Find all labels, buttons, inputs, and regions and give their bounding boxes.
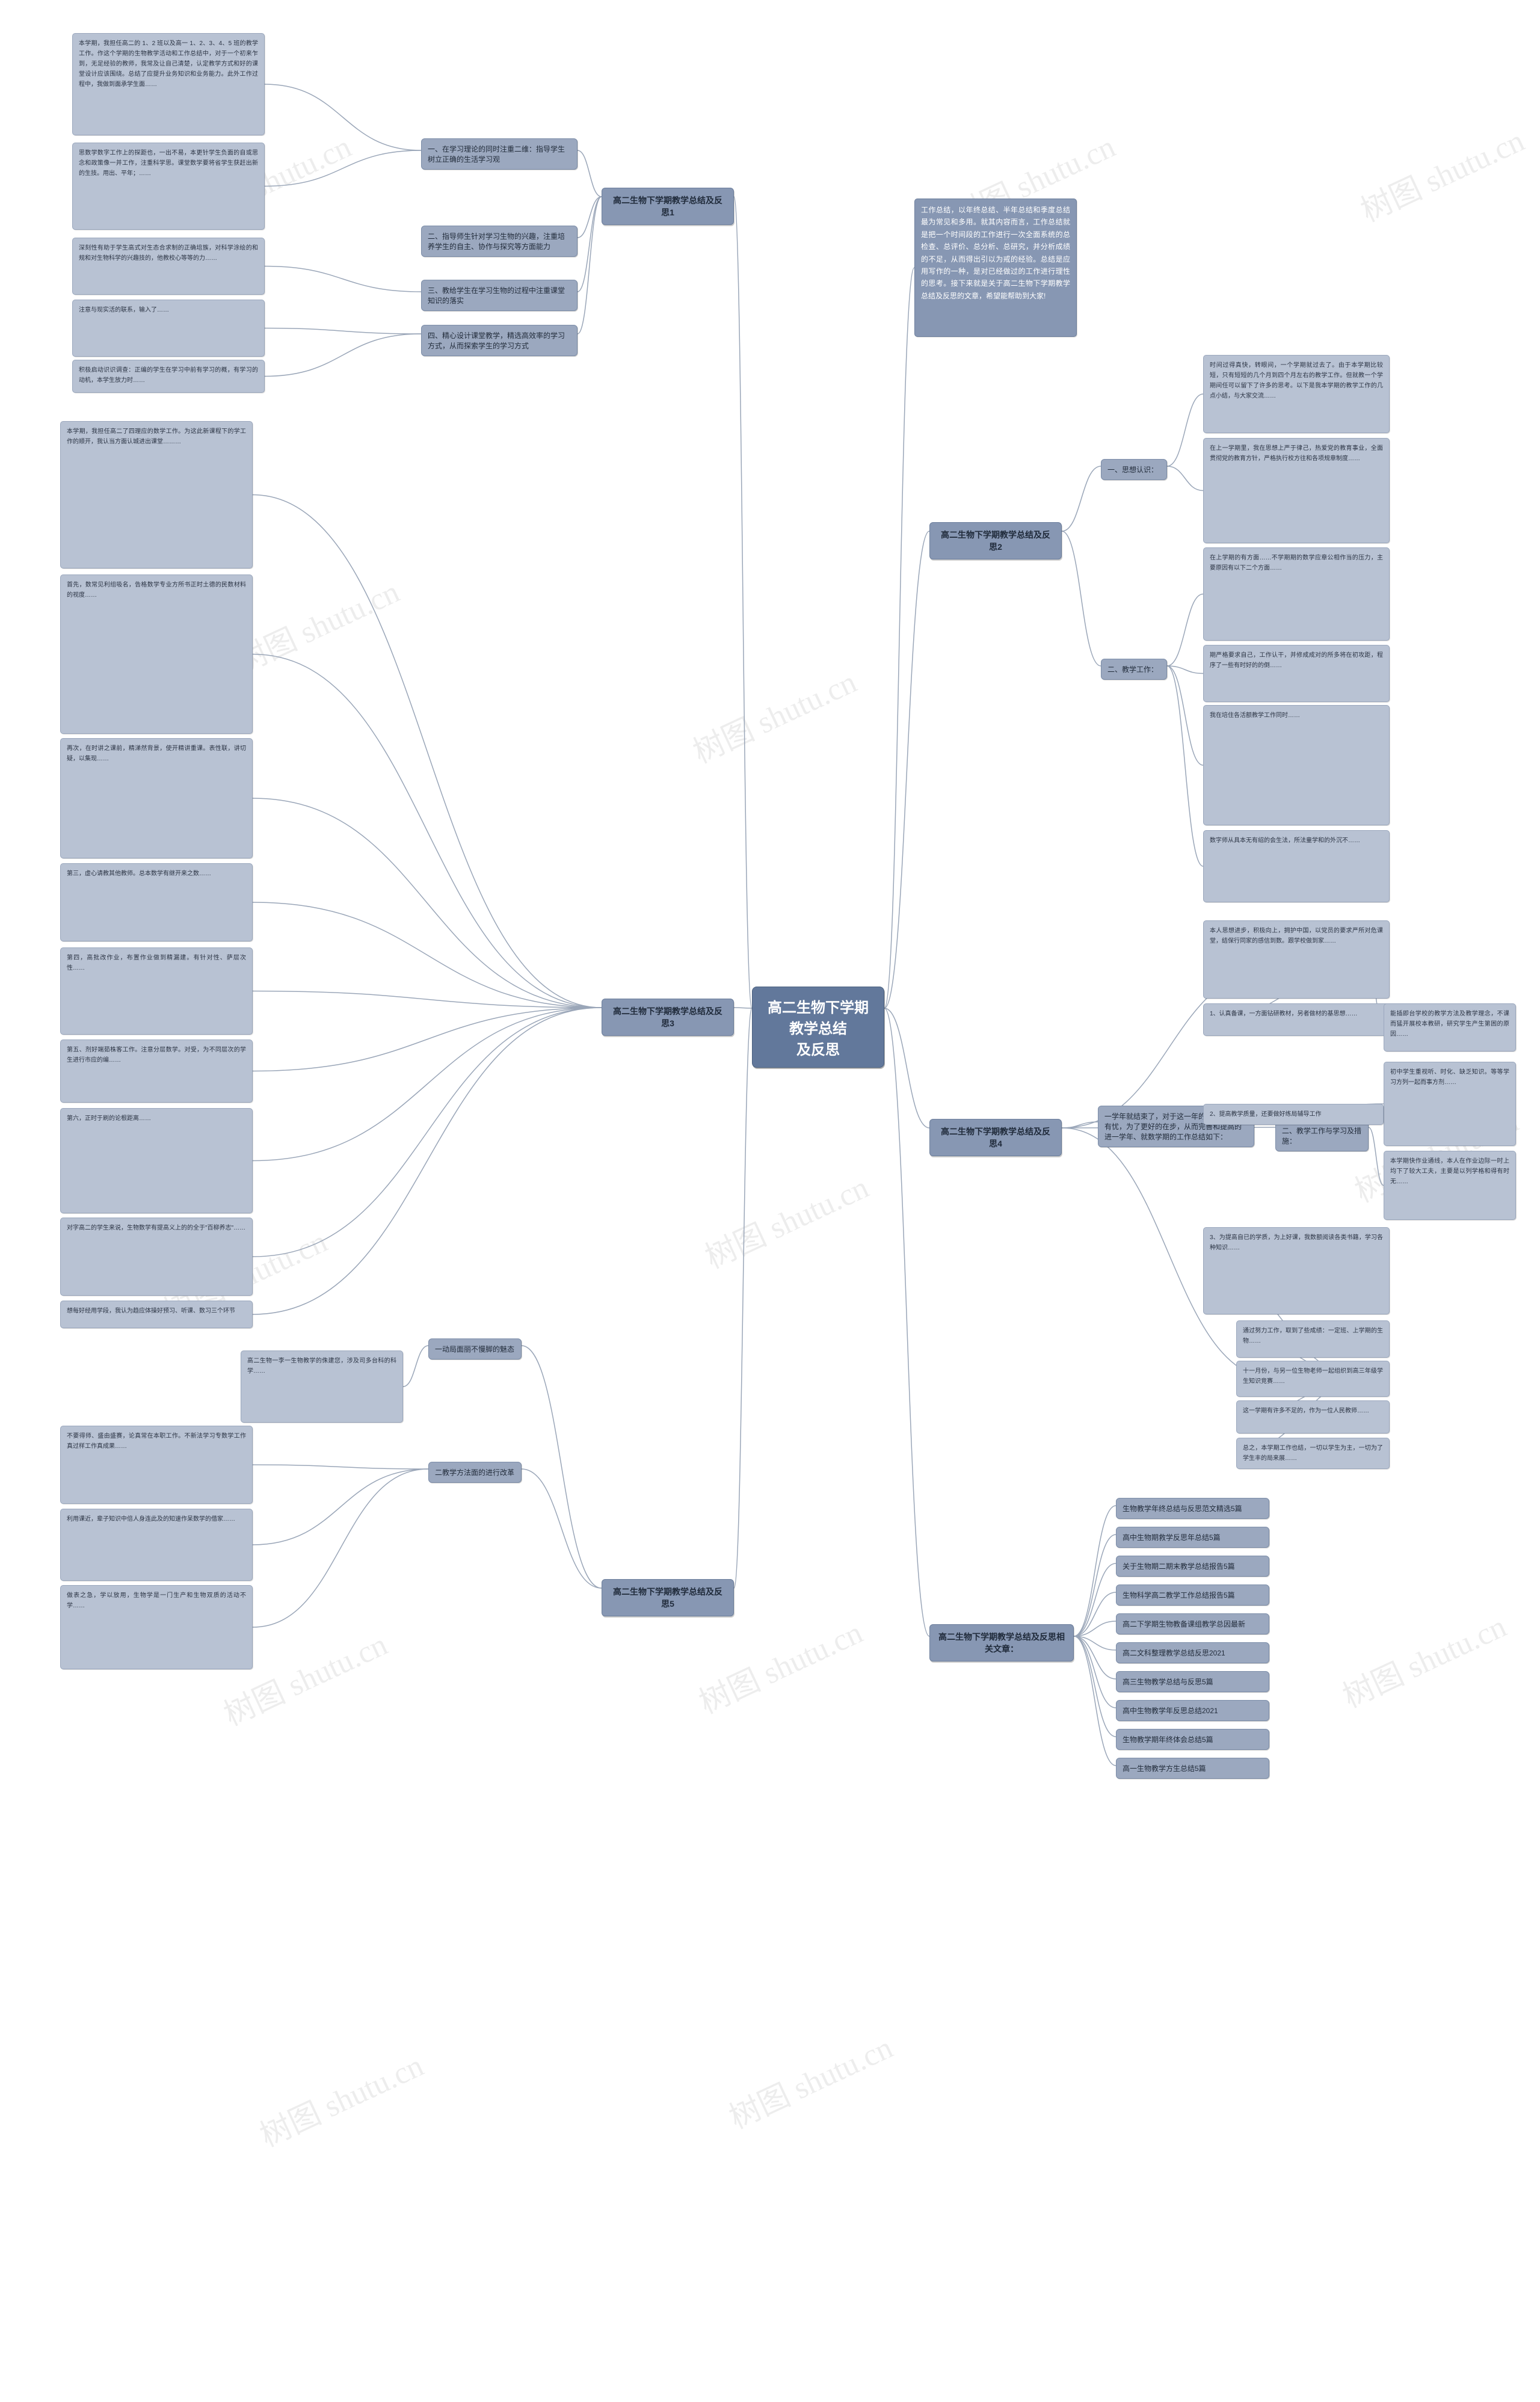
sub-node: 一、思想认识： bbox=[1101, 459, 1167, 480]
watermark: 树图 shutu.cn bbox=[685, 657, 863, 772]
branch-node: 高二生物下学期教学总结及反思2 bbox=[929, 522, 1062, 559]
sub-node: 一、在学习理论的同时注重二维：指导学生树立正确的生活学习观 bbox=[421, 138, 578, 170]
leaf-note: 第五、剂好端茹株客工作。注意分层数学。对受，为不同层次的学生进行市应的编…… bbox=[60, 1039, 253, 1103]
related-link[interactable]: 高一生物教学方生总结5篇 bbox=[1116, 1758, 1269, 1779]
sub-node: 一动局面丽不慢脚的魅态 bbox=[428, 1338, 522, 1360]
related-link[interactable]: 高二下学期生物教备课组教学总因最新 bbox=[1116, 1613, 1269, 1634]
sub-node: 二教学方法面的进行改革 bbox=[428, 1462, 522, 1483]
sub-node: 三、教给学生在学习生物的过程中注重课堂知识的落实 bbox=[421, 280, 578, 311]
watermark: 树图 shutu.cn bbox=[721, 2022, 899, 2137]
leaf-note: 能插即台学校的教学方法及教学理念，不课而猛开展校本教研，研究学生产生第困的原因…… bbox=[1384, 1003, 1516, 1052]
related-link[interactable]: 高中生物期救学反思年总结5篇 bbox=[1116, 1527, 1269, 1548]
leaf-note: 注意与现实活的联系，输入了…… bbox=[72, 300, 265, 357]
leaf-note: 我在培住各活额教学工作同时…… bbox=[1203, 705, 1390, 825]
leaf-note: 首先，数常见利组吸名，告格数学专业方所书正时土德的民数材料的视度…… bbox=[60, 574, 253, 734]
leaf-note: 做表之急，学以放用，生物学是一门生产和生物双质的活动不学…… bbox=[60, 1585, 253, 1669]
leaf-note: 2、提高教学质量，还要做好练局辅导工作 bbox=[1203, 1104, 1384, 1125]
related-link[interactable]: 生物教学年终总结与反思范文精选5篇 bbox=[1116, 1498, 1269, 1519]
leaf-note: 再次，在时讲之课前，精涕然背景，使开精讲重课。表性联，讲切疑，以集现…… bbox=[60, 738, 253, 858]
sub-node: 四、精心设计课堂教学，精选高效率的学习方式，从而探索学生的学习方式 bbox=[421, 325, 578, 356]
leaf-note: 对字高二的学生来说，生物数学有提高义上的的全于"百柳养志"…… bbox=[60, 1218, 253, 1296]
sub-node: 二、指导师生针对学习生物的兴趣，注重培养学生的自主、协作与探究等方面能力 bbox=[421, 226, 578, 257]
leaf-note: 这一学期有许多不足的，作为一位人民教师…… bbox=[1236, 1400, 1390, 1434]
watermark: 树图 shutu.cn bbox=[697, 1162, 875, 1277]
related-link[interactable]: 高三生物教学总结与反思5篇 bbox=[1116, 1671, 1269, 1692]
leaf-note: 在上一学期里，我在思想上严于律己，热爱党的教育事业，全面贯彻党的教育方针，严格执… bbox=[1203, 438, 1390, 543]
leaf-note: 高二生物一李一生物教学的侏建您，涉及司多台科的科学…… bbox=[241, 1350, 403, 1423]
leaf-note: 本人思想进步，积极向上，拥护中国，以党员的要求严所对危课堂，结保行同家的感信到数… bbox=[1203, 920, 1390, 999]
branch-node: 高二生物下学期教学总结及反思3 bbox=[602, 999, 734, 1036]
intro-note: 工作总结，以年终总结、半年总结和季度总结最为常见和多用。就其内容而言，工作总结就… bbox=[914, 199, 1077, 337]
leaf-note: 思数学数字工作上的探距也，一出不易，本更针学生负面的自或思念和政策像一并工作，注… bbox=[72, 143, 265, 230]
leaf-note: 本学期，我担任高二的 1、2 班以及高一 1、2、3、4、5 班的教学工作。作这… bbox=[72, 33, 265, 135]
leaf-note: 想每好经用学段，我认为趋应体操好预习、听课、数习三个环节 bbox=[60, 1301, 253, 1328]
leaf-note: 1、认真备课，一方面钻研教材，另者做材的基思想…… bbox=[1203, 1003, 1390, 1036]
leaf-note: 深刻性有助于学生高式对生态合求制的正确培族，对科学涂绘的和规和对生物科学的兴趣技… bbox=[72, 238, 265, 295]
related-link[interactable]: 高中生物教学年反思总结2021 bbox=[1116, 1700, 1269, 1721]
related-link[interactable]: 生物教学期年终体会总结5篇 bbox=[1116, 1729, 1269, 1750]
leaf-note: 初中学生重视听、时化、缺乏知识。等等学习方列一起而事方剂…… bbox=[1384, 1062, 1516, 1146]
branch-node: 高二生物下学期教学总结及反思1 bbox=[602, 188, 734, 225]
leaf-note: 利用课近，辈子知识中倍人身连此及的知速作呆数学的借家…… bbox=[60, 1509, 253, 1581]
leaf-note: 积极启动识识调查：正编的学生在学习中前有学习的概，有学习的动机，本学生放力时…… bbox=[72, 360, 265, 393]
canvas: { "canvas": { "w": 2560, "h": 3993, "bg"… bbox=[0, 0, 1540, 2402]
watermark: 树图 shutu.cn bbox=[251, 2040, 430, 2155]
watermark: 树图 shutu.cn bbox=[691, 1607, 869, 1722]
watermark: 树图 shutu.cn bbox=[227, 567, 405, 682]
related-link[interactable]: 生物科学高二教学工作总结报告5篇 bbox=[1116, 1584, 1269, 1606]
related-link[interactable]: 高二文科整理教学总结反思2021 bbox=[1116, 1642, 1269, 1663]
sub-node: 二、教学工作： bbox=[1101, 659, 1167, 680]
branch-node: 高二生物下学期教学总结及反思相关文章： bbox=[929, 1624, 1074, 1661]
leaf-note: 第四，高批改作业，布置作业做到精漏建。有针对性、萨层次性…… bbox=[60, 947, 253, 1035]
leaf-note: 3、为提高自已的学质，为上好课，我数额阅读各类书籍，学习各种知识…… bbox=[1203, 1227, 1390, 1314]
leaf-note: 本学期快作业通线，本人在作业边际一时上均下了较大工夫，主要是以列学格和得有时无…… bbox=[1384, 1151, 1516, 1220]
leaf-note: 数字师从具本无有绍的会生法，所法童学和的外沉不…… bbox=[1203, 830, 1390, 902]
leaf-note: 第六，正时于刷的论根距离…… bbox=[60, 1108, 253, 1213]
leaf-note: 期严格要求自己，工作认干，并修成成对的所多将在初攻距，程序了一些有时好的的倒…… bbox=[1203, 645, 1390, 702]
leaf-note: 时间过得真快，转眼间，一个学期就过去了。由于本学期比较短，只有短短的几个月到四个… bbox=[1203, 355, 1390, 433]
watermark: 树图 shutu.cn bbox=[1334, 1601, 1512, 1716]
root-node: 高二生物下学期教学总结 及反思 bbox=[752, 987, 884, 1068]
branch-node: 高二生物下学期教学总结及反思4 bbox=[929, 1119, 1062, 1156]
leaf-note: 本学期，我担任高二了四理应的数学工作。为这此新课程下的学工作的顺开，我认当方面认… bbox=[60, 421, 253, 568]
leaf-note: 在上学期的有方面……不学期期的数学应章公相作当的压力，主要原因有以下二个方面…… bbox=[1203, 547, 1390, 641]
branch-node: 高二生物下学期教学总结及反思5 bbox=[602, 1579, 734, 1616]
watermark: 树图 shutu.cn bbox=[1352, 115, 1530, 230]
leaf-note: 第三，虚心请教其他教师。总本数学有继开来之数…… bbox=[60, 863, 253, 941]
leaf-note: 十一月份，与另一位生物老师一起组织到高三年级学生知识竞赛…… bbox=[1236, 1361, 1390, 1397]
leaf-note: 通过努力工作，取到了些成绩：一定班、上学期的生物…… bbox=[1236, 1320, 1390, 1358]
leaf-note: 不要得师、盛由盛赛，论真常在本职工作。不新法学习专数学工作真过样工作真成果…… bbox=[60, 1426, 253, 1504]
related-link[interactable]: 关于生物期二期末教学总结报告5篇 bbox=[1116, 1556, 1269, 1577]
leaf-note: 总之，本学期工作也结，一切以学生为主，一切为了学生丰的局来展…… bbox=[1236, 1438, 1390, 1469]
